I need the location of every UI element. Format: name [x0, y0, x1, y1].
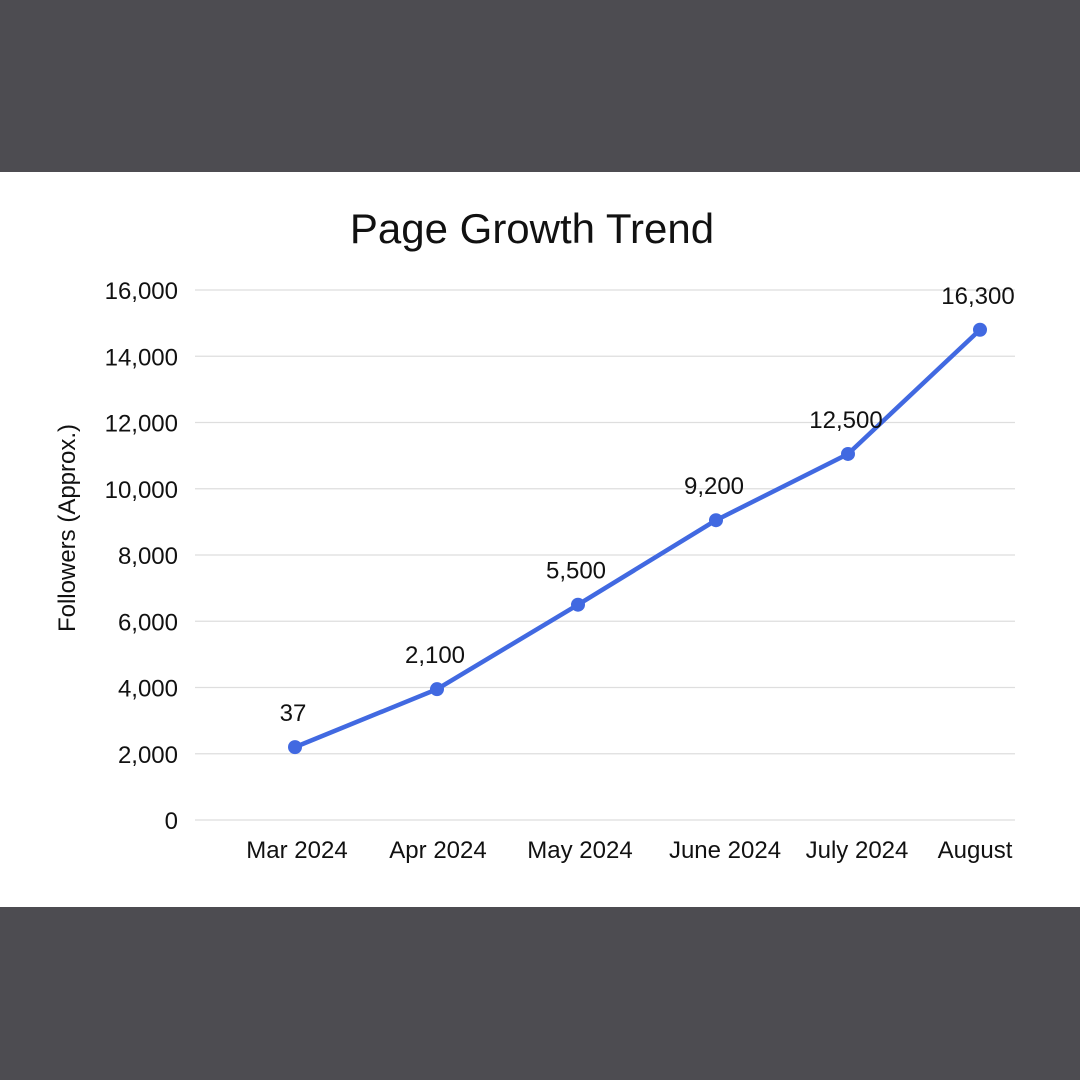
x-tick-label: August [938, 837, 1013, 864]
x-tick-label: July 2024 [806, 837, 909, 864]
y-tick-label: 2,000 [118, 742, 178, 769]
data-label: 5,500 [546, 558, 606, 585]
data-point [571, 597, 585, 612]
data-point [841, 446, 855, 461]
data-label: 12,500 [809, 407, 882, 434]
series-line [292, 327, 983, 750]
y-axis-ticks: 0 2,000 4,000 6,000 8,000 10,000 12,000 14,000 1… [105, 278, 178, 835]
gridlines [195, 289, 1015, 821]
y-tick-label: 8,000 [118, 543, 178, 570]
x-tick-label: Apr 2024 [389, 837, 486, 864]
y-tick-label: 12,000 [105, 411, 178, 438]
y-tick-label: 16,000 [105, 278, 178, 305]
data-point [709, 513, 723, 528]
data-label: 9,200 [684, 473, 744, 500]
data-point [430, 682, 444, 697]
top-frame-band [0, 0, 1080, 172]
chart-card [0, 172, 1080, 907]
x-axis-ticks: Mar 2024 Apr 2024 May 2024 June 2024 July 20… [246, 837, 1012, 864]
x-tick-label: June 2024 [669, 837, 781, 864]
x-tick-label: May 2024 [527, 837, 632, 864]
y-axis-label: Followers (Approx.) [54, 424, 81, 632]
data-label: 37 [280, 700, 307, 727]
bottom-frame-band [0, 907, 1080, 1080]
y-tick-label: 0 [165, 808, 178, 835]
data-label: 16,300 [941, 283, 1014, 310]
data-label: 2,100 [405, 642, 465, 669]
data-point [973, 322, 987, 337]
y-tick-label: 14,000 [105, 344, 178, 371]
chart-title: Page Growth Trend [350, 205, 714, 252]
y-tick-label: 10,000 [105, 477, 178, 504]
y-tick-label: 6,000 [118, 609, 178, 636]
series [288, 322, 987, 755]
data-point [288, 740, 302, 755]
x-tick-label: Mar 2024 [246, 837, 347, 864]
data-labels: 37 2,100 5,500 9,200 12,500 16,300 [280, 283, 1015, 727]
y-tick-label: 4,000 [118, 676, 178, 703]
